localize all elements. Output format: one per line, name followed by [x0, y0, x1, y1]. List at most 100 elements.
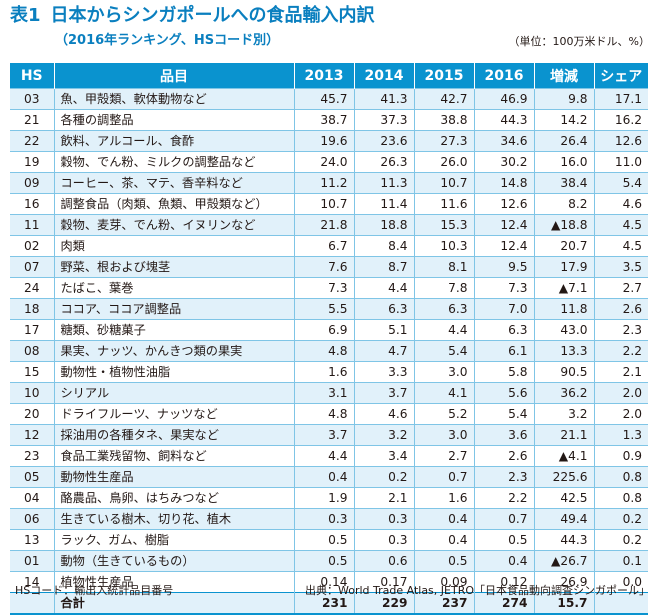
- total-share: [593, 592, 648, 615]
- cell-hs: 01: [10, 550, 54, 572]
- cell-item: 野菜、根および塊茎: [53, 256, 294, 278]
- cell-share: 16.2: [593, 109, 648, 131]
- cell-2015: 11.6: [413, 193, 474, 215]
- cell-2016: 12.4: [473, 235, 534, 257]
- cell-2014: 26.3: [353, 151, 414, 173]
- cell-2016: 34.6: [473, 130, 534, 152]
- cell-change: 225.6: [533, 466, 594, 488]
- cell-2013: 0.5: [293, 550, 354, 572]
- cell-2015: 15.3: [413, 214, 474, 236]
- cell-2016: 6.1: [473, 340, 534, 362]
- cell-hs: 13: [10, 529, 54, 551]
- cell-2015: 6.3: [413, 298, 474, 320]
- table-row: 17 糖類、砂糖菓子 6.9 5.1 4.4 6.3 43.0 2.3: [10, 319, 648, 341]
- cell-item: 穀物、でん粉、ミルクの調整品など: [53, 151, 294, 173]
- table-row: 13 ラック、ガム、樹脂 0.5 0.3 0.4 0.5 44.3 0.2: [10, 529, 648, 551]
- cell-hs: 08: [10, 340, 54, 362]
- cell-change: 43.0: [533, 319, 594, 341]
- cell-change: 14.2: [533, 109, 594, 131]
- cell-share: 4.6: [593, 193, 648, 215]
- cell-hs: 14: [10, 571, 54, 593]
- cell-change: 13.3: [533, 340, 594, 362]
- cell-2013: 0.14: [293, 571, 354, 593]
- cell-share: 4.5: [593, 214, 648, 236]
- table-row: 05 動物性生産品 0.4 0.2 0.7 2.3 225.6 0.8: [10, 466, 648, 488]
- table-row: 19 穀物、でん粉、ミルクの調整品など 24.0 26.3 26.0 30.2 16.0 11…: [10, 151, 648, 173]
- cell-2015: 10.3: [413, 235, 474, 257]
- cell-share: 2.6: [593, 298, 648, 320]
- cell-2013: 24.0: [293, 151, 354, 173]
- cell-2013: 4.8: [293, 340, 354, 362]
- cell-item: 採油用の各種タネ、果実など: [53, 424, 294, 446]
- cell-change: ▲7.1: [533, 277, 594, 299]
- table-row: 22 飲料、アルコール、食酢 19.6 23.6 27.3 34.6 26.4 12.6: [10, 130, 648, 152]
- source-note: 出典：World Trade Atlas, JETRO「日本食品動向調査シンガポ…: [304, 584, 650, 597]
- cell-2013: 5.5: [293, 298, 354, 320]
- cell-2016: 0.7: [473, 508, 534, 530]
- cell-2013: 0.4: [293, 466, 354, 488]
- cell-2016: 0.4: [473, 550, 534, 572]
- cell-2014: 6.3: [353, 298, 414, 320]
- cell-share: 2.0: [593, 382, 648, 404]
- table-row: 03 魚、甲殻類、軟体動物など 45.7 41.3 42.7 46.9 9.8 17.1: [10, 88, 648, 110]
- cell-2013: 7.3: [293, 277, 354, 299]
- table-number: 表1: [10, 5, 41, 26]
- cell-2015: 3.0: [413, 361, 474, 383]
- cell-change: 9.8: [533, 88, 594, 110]
- cell-2013: 6.7: [293, 235, 354, 257]
- cell-share: 0.2: [593, 508, 648, 530]
- cell-hs: 15: [10, 361, 54, 383]
- table-row: 21 各種の調整品 38.7 37.3 38.8 44.3 14.2 16.2: [10, 109, 648, 131]
- total-label: 合計: [53, 592, 294, 615]
- cell-hs: 02: [10, 235, 54, 257]
- cell-2015: 42.7: [413, 88, 474, 110]
- total-2016: 274: [473, 592, 534, 615]
- cell-change: 36.2: [533, 382, 594, 404]
- cell-2015: 0.5: [413, 550, 474, 572]
- cell-hs: 11: [10, 214, 54, 236]
- cell-item: 酪農品、鳥卵、はちみつなど: [53, 487, 294, 509]
- cell-item: ドライフルーツ、ナッツなど: [53, 403, 294, 425]
- column-header-share: シェア: [593, 63, 648, 89]
- cell-hs: 12: [10, 424, 54, 446]
- cell-2015: 0.7: [413, 466, 474, 488]
- cell-2014: 11.3: [353, 172, 414, 194]
- table-title: 表1 日本からシンガポールへの食品輸入内訳: [10, 4, 650, 28]
- cell-share: 0.1: [593, 550, 648, 572]
- cell-change: 44.3: [533, 529, 594, 551]
- unit-note: （単位：100万米ドル、%）: [508, 35, 650, 48]
- cell-2016: 7.3: [473, 277, 534, 299]
- cell-2014: 4.6: [353, 403, 414, 425]
- table-row: 06 生きている樹木、切り花、植木 0.3 0.3 0.4 0.7 49.4 0.2: [10, 508, 648, 530]
- cell-2015: 3.0: [413, 424, 474, 446]
- cell-2016: 0.12: [473, 571, 534, 593]
- cell-change: 49.4: [533, 508, 594, 530]
- cell-change: 38.4: [533, 172, 594, 194]
- column-header-2016: 2016: [473, 63, 534, 89]
- cell-share: 2.0: [593, 403, 648, 425]
- cell-share: 0.9: [593, 445, 648, 467]
- table-row: 07 野菜、根および塊茎 7.6 8.7 8.1 9.5 17.9 3.5: [10, 256, 648, 278]
- cell-share: 17.1: [593, 88, 648, 110]
- cell-hs: 16: [10, 193, 54, 215]
- cell-2015: 5.4: [413, 340, 474, 362]
- table-row: 09 コーヒー、茶、マテ、香辛料など 11.2 11.3 10.7 14.8 38.4 5.4: [10, 172, 648, 194]
- cell-2015: 0.4: [413, 529, 474, 551]
- cell-item: ココア、ココア調整品: [53, 298, 294, 320]
- cell-share: 4.5: [593, 235, 648, 257]
- cell-2014: 3.2: [353, 424, 414, 446]
- cell-2013: 38.7: [293, 109, 354, 131]
- cell-2014: 0.2: [353, 466, 414, 488]
- cell-change: 11.8: [533, 298, 594, 320]
- cell-2016: 5.4: [473, 403, 534, 425]
- cell-2013: 4.4: [293, 445, 354, 467]
- cell-2013: 1.6: [293, 361, 354, 383]
- table-row: 01 動物（生きているもの） 0.5 0.6 0.5 0.4 ▲26.7 0.1: [10, 550, 648, 572]
- cell-change: 17.9: [533, 256, 594, 278]
- cell-item: 飲料、アルコール、食酢: [53, 130, 294, 152]
- total-2013: 231: [293, 592, 354, 615]
- cell-item: 各種の調整品: [53, 109, 294, 131]
- header-row: HS 品目 2013 2014 2015 2016 増減 シェア: [10, 63, 648, 89]
- cell-2016: 12.6: [473, 193, 534, 215]
